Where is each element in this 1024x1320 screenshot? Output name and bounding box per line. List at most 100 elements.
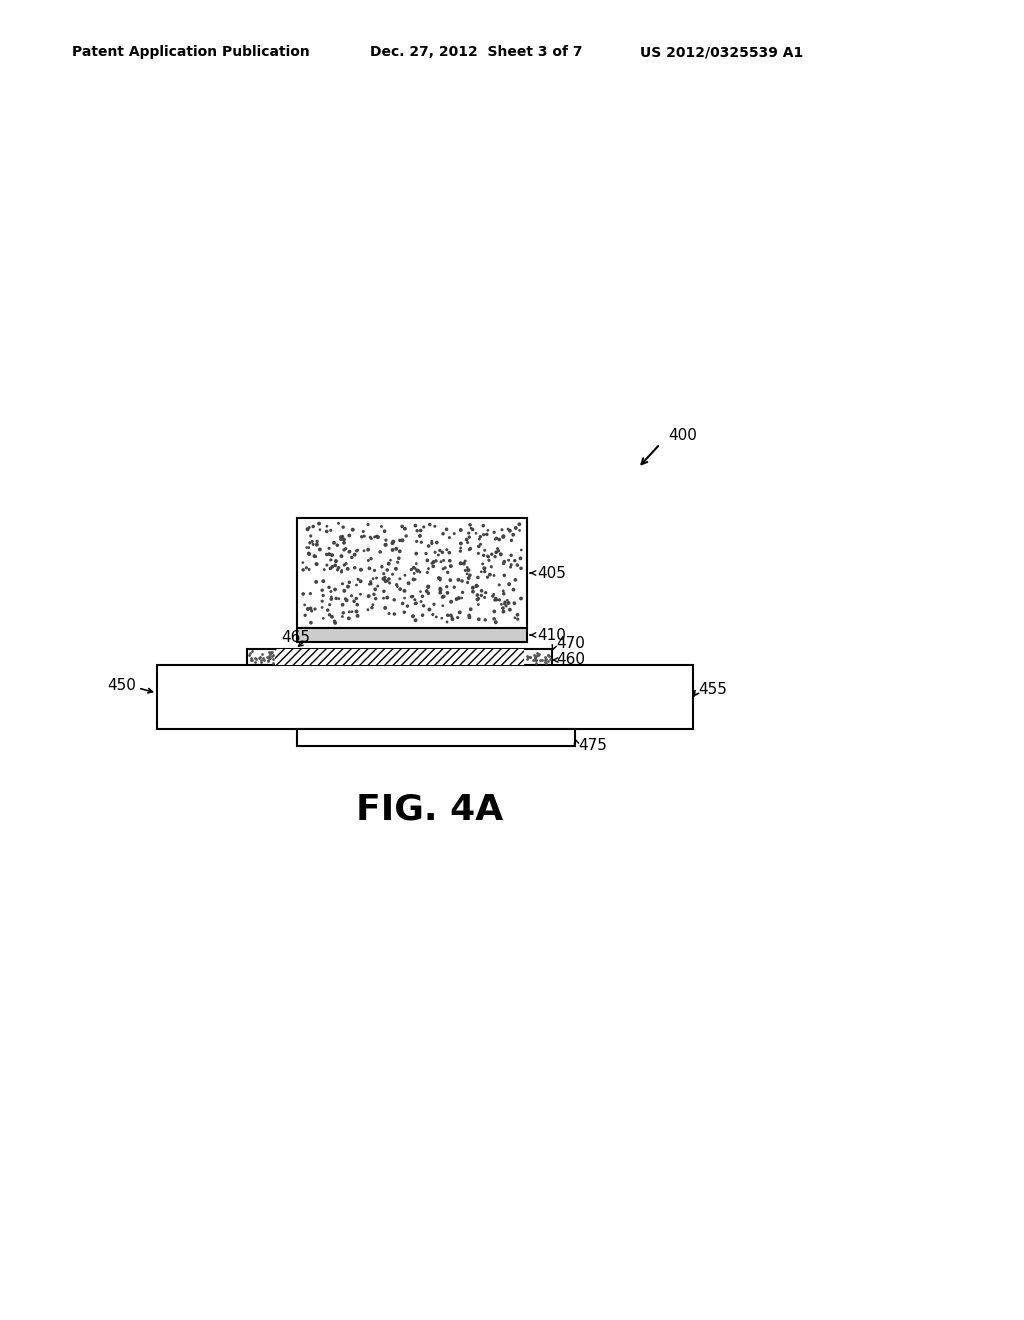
Point bbox=[485, 583, 502, 605]
Point bbox=[244, 649, 260, 671]
Point bbox=[460, 532, 476, 553]
Point bbox=[386, 603, 402, 624]
Point bbox=[470, 594, 486, 615]
Point bbox=[311, 519, 328, 540]
Point bbox=[344, 546, 360, 568]
Point bbox=[384, 564, 400, 585]
Point bbox=[308, 553, 325, 574]
Point bbox=[327, 611, 343, 632]
Point bbox=[399, 595, 416, 616]
Point bbox=[336, 581, 352, 602]
Point bbox=[302, 583, 318, 605]
Point bbox=[454, 570, 470, 591]
Point bbox=[369, 568, 385, 589]
Point bbox=[476, 540, 493, 561]
Point bbox=[502, 520, 518, 541]
Point bbox=[396, 565, 413, 586]
Point bbox=[260, 649, 276, 671]
Point bbox=[348, 587, 365, 609]
Point bbox=[304, 531, 321, 552]
Point bbox=[341, 602, 357, 623]
Point bbox=[470, 566, 486, 587]
Point bbox=[333, 545, 349, 566]
Point bbox=[300, 543, 316, 564]
Point bbox=[362, 573, 379, 594]
Point bbox=[449, 589, 465, 610]
Point bbox=[374, 556, 390, 577]
Point bbox=[468, 523, 484, 544]
Point bbox=[301, 558, 317, 579]
Point bbox=[452, 602, 468, 623]
Point bbox=[355, 521, 372, 543]
Point bbox=[468, 574, 484, 595]
Point bbox=[451, 587, 467, 609]
Point bbox=[512, 548, 528, 569]
Point bbox=[470, 543, 486, 564]
Point bbox=[318, 554, 335, 576]
Point bbox=[396, 519, 413, 540]
Point bbox=[439, 582, 456, 603]
Point bbox=[331, 512, 347, 533]
Point bbox=[495, 598, 511, 619]
Point bbox=[315, 607, 332, 628]
Point bbox=[261, 647, 278, 668]
Point bbox=[494, 519, 510, 540]
Point bbox=[422, 513, 438, 535]
Point bbox=[324, 589, 340, 610]
Point bbox=[519, 645, 536, 667]
Text: US 2012/0325539 A1: US 2012/0325539 A1 bbox=[640, 45, 803, 59]
Point bbox=[360, 550, 377, 572]
Point bbox=[324, 606, 340, 627]
Point bbox=[434, 586, 451, 607]
Point bbox=[519, 648, 536, 669]
Point bbox=[241, 644, 257, 665]
Point bbox=[496, 550, 512, 572]
Point bbox=[410, 560, 426, 581]
Point bbox=[424, 531, 440, 552]
Point bbox=[421, 599, 437, 620]
Point bbox=[394, 516, 411, 537]
Point bbox=[492, 529, 508, 550]
Point bbox=[308, 535, 325, 556]
Point bbox=[473, 581, 489, 602]
Point bbox=[508, 517, 524, 539]
Point bbox=[412, 561, 428, 582]
Point bbox=[425, 552, 441, 573]
Point bbox=[488, 589, 505, 610]
Point bbox=[356, 525, 373, 546]
Point bbox=[453, 537, 469, 558]
Point bbox=[318, 544, 335, 565]
Point bbox=[503, 529, 519, 550]
Point bbox=[322, 605, 338, 626]
Point bbox=[496, 583, 512, 605]
Point bbox=[385, 531, 401, 552]
Point bbox=[415, 605, 431, 626]
Point bbox=[301, 544, 317, 565]
Point bbox=[443, 591, 460, 612]
Text: 450: 450 bbox=[108, 677, 136, 693]
Point bbox=[542, 649, 558, 671]
Point bbox=[459, 529, 475, 550]
Point bbox=[507, 607, 523, 628]
Point bbox=[507, 550, 523, 572]
Point bbox=[300, 598, 316, 619]
Point bbox=[502, 599, 518, 620]
Point bbox=[323, 520, 339, 541]
Point bbox=[476, 587, 493, 609]
Point bbox=[501, 549, 517, 570]
Text: 400: 400 bbox=[668, 428, 697, 442]
Point bbox=[349, 540, 366, 561]
Point bbox=[507, 569, 523, 590]
Point bbox=[314, 579, 331, 601]
Point bbox=[365, 568, 381, 589]
Point bbox=[465, 577, 481, 598]
Point bbox=[437, 557, 454, 578]
Point bbox=[381, 573, 397, 594]
Point bbox=[481, 564, 498, 585]
Point bbox=[487, 529, 504, 550]
Point bbox=[505, 524, 521, 545]
Point bbox=[540, 644, 556, 665]
Text: Patent Application Publication: Patent Application Publication bbox=[72, 45, 309, 59]
Point bbox=[398, 525, 415, 546]
Bar bbox=[275, 649, 524, 665]
